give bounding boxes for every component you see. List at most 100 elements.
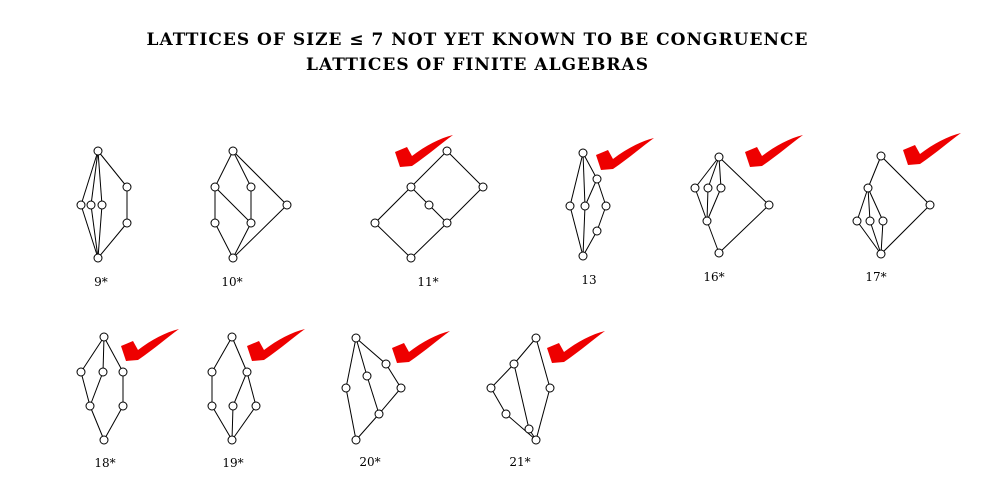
lattice-edge [355, 413, 380, 441]
lattice-label: 9* [94, 275, 108, 289]
lattice-edge [535, 387, 551, 441]
lattice-edge [378, 387, 402, 415]
lattice-node [122, 218, 132, 228]
lattice-node [714, 152, 724, 162]
lattice-edge [374, 186, 412, 224]
lattice-node [341, 383, 351, 393]
lattice-node [76, 367, 86, 377]
lattice-edge [410, 150, 448, 188]
lattice-edge [869, 220, 882, 255]
lattice-edge [505, 413, 537, 441]
lattice-edge [410, 222, 448, 259]
lattice-edge [97, 150, 128, 188]
lattice-edge [231, 336, 248, 373]
lattice-edge [706, 187, 722, 222]
lattice-node [531, 333, 541, 343]
lattice-node [509, 359, 519, 369]
lattice-edge [90, 150, 99, 206]
lattice-node [865, 216, 875, 226]
lattice-node [97, 200, 107, 210]
lattice-1: 9* [76, 146, 132, 289]
lattice-9: 20* [341, 331, 450, 469]
lattice-node [592, 174, 602, 184]
lattice-label: 10* [221, 275, 242, 289]
lattice-node [442, 146, 452, 156]
lattice-node [565, 201, 575, 211]
lattice-4: 13 [565, 138, 654, 287]
lattice-label: 16* [703, 270, 724, 284]
lattice-label: 18* [94, 456, 115, 470]
lattice-edge [80, 150, 99, 206]
lattice-node [716, 183, 726, 193]
lattice-node [702, 216, 712, 226]
lattice-node [424, 200, 434, 210]
lattice-edge [345, 337, 357, 389]
lattice-5: 16* [690, 135, 803, 284]
lattice-2: 10* [210, 146, 292, 289]
red-checkmark-icon [121, 329, 179, 361]
lattice-node [442, 218, 452, 228]
lattice-edge [880, 220, 884, 255]
lattice-edge [867, 155, 882, 189]
lattice-node [362, 371, 372, 381]
lattice-node [99, 435, 109, 445]
lattice-node [531, 435, 541, 445]
lattice-edge [582, 152, 598, 180]
lattice-edge [214, 186, 252, 224]
lattice-node [210, 182, 220, 192]
lattice-edge [103, 405, 124, 441]
lattice-edge [718, 156, 770, 206]
lattice-edge [856, 187, 869, 222]
lattice-node [545, 383, 555, 393]
lattice-node [228, 401, 238, 411]
lattice-node [93, 146, 103, 156]
lattice-node [592, 226, 602, 236]
lattice-node [118, 367, 128, 377]
lattice-node [601, 201, 611, 211]
lattice-node [118, 401, 128, 411]
lattice-node [370, 218, 380, 228]
lattice-node [99, 332, 109, 342]
lattice-node [122, 182, 132, 192]
lattice-node [764, 200, 774, 210]
lattice-node [227, 435, 237, 445]
lattice-edge [867, 187, 871, 222]
lattice-label: 20* [359, 455, 380, 469]
lattice-node [251, 401, 261, 411]
lattice-edge [89, 405, 105, 441]
lattice-node [852, 216, 862, 226]
lattice-edge [867, 187, 884, 222]
lattice-edge [232, 371, 248, 407]
lattice-node [501, 409, 511, 419]
lattice-edge [232, 150, 288, 206]
lattice-8: 19* [207, 329, 305, 470]
lattice-node [578, 148, 588, 158]
lattice-edge [211, 405, 233, 441]
lattice-node [406, 253, 416, 263]
lattice-label: 19* [222, 456, 243, 470]
lattice-node [703, 183, 713, 193]
lattice-node [93, 253, 103, 263]
lattice-node [351, 333, 361, 343]
lattice-edge [718, 156, 722, 189]
lattice-edge [694, 187, 708, 222]
lattice-edge [232, 150, 252, 188]
lattice-edge [102, 336, 105, 373]
lattice-node [210, 218, 220, 228]
lattice-edge [246, 371, 257, 407]
lattice-node [246, 218, 256, 228]
lattice-edge [97, 204, 103, 259]
lattice-node [86, 200, 96, 210]
lattice-edge [584, 178, 598, 207]
red-checkmark-icon [395, 135, 453, 167]
lattice-edge [880, 204, 931, 255]
red-checkmark-icon [547, 331, 605, 363]
lattice-edge [232, 222, 252, 259]
lattice-node [227, 332, 237, 342]
lattice-edge [880, 155, 931, 206]
red-checkmark-icon [247, 329, 305, 361]
lattice-6: 17* [852, 133, 961, 284]
lattice-edge [374, 222, 412, 259]
red-checkmark-icon [903, 133, 961, 165]
